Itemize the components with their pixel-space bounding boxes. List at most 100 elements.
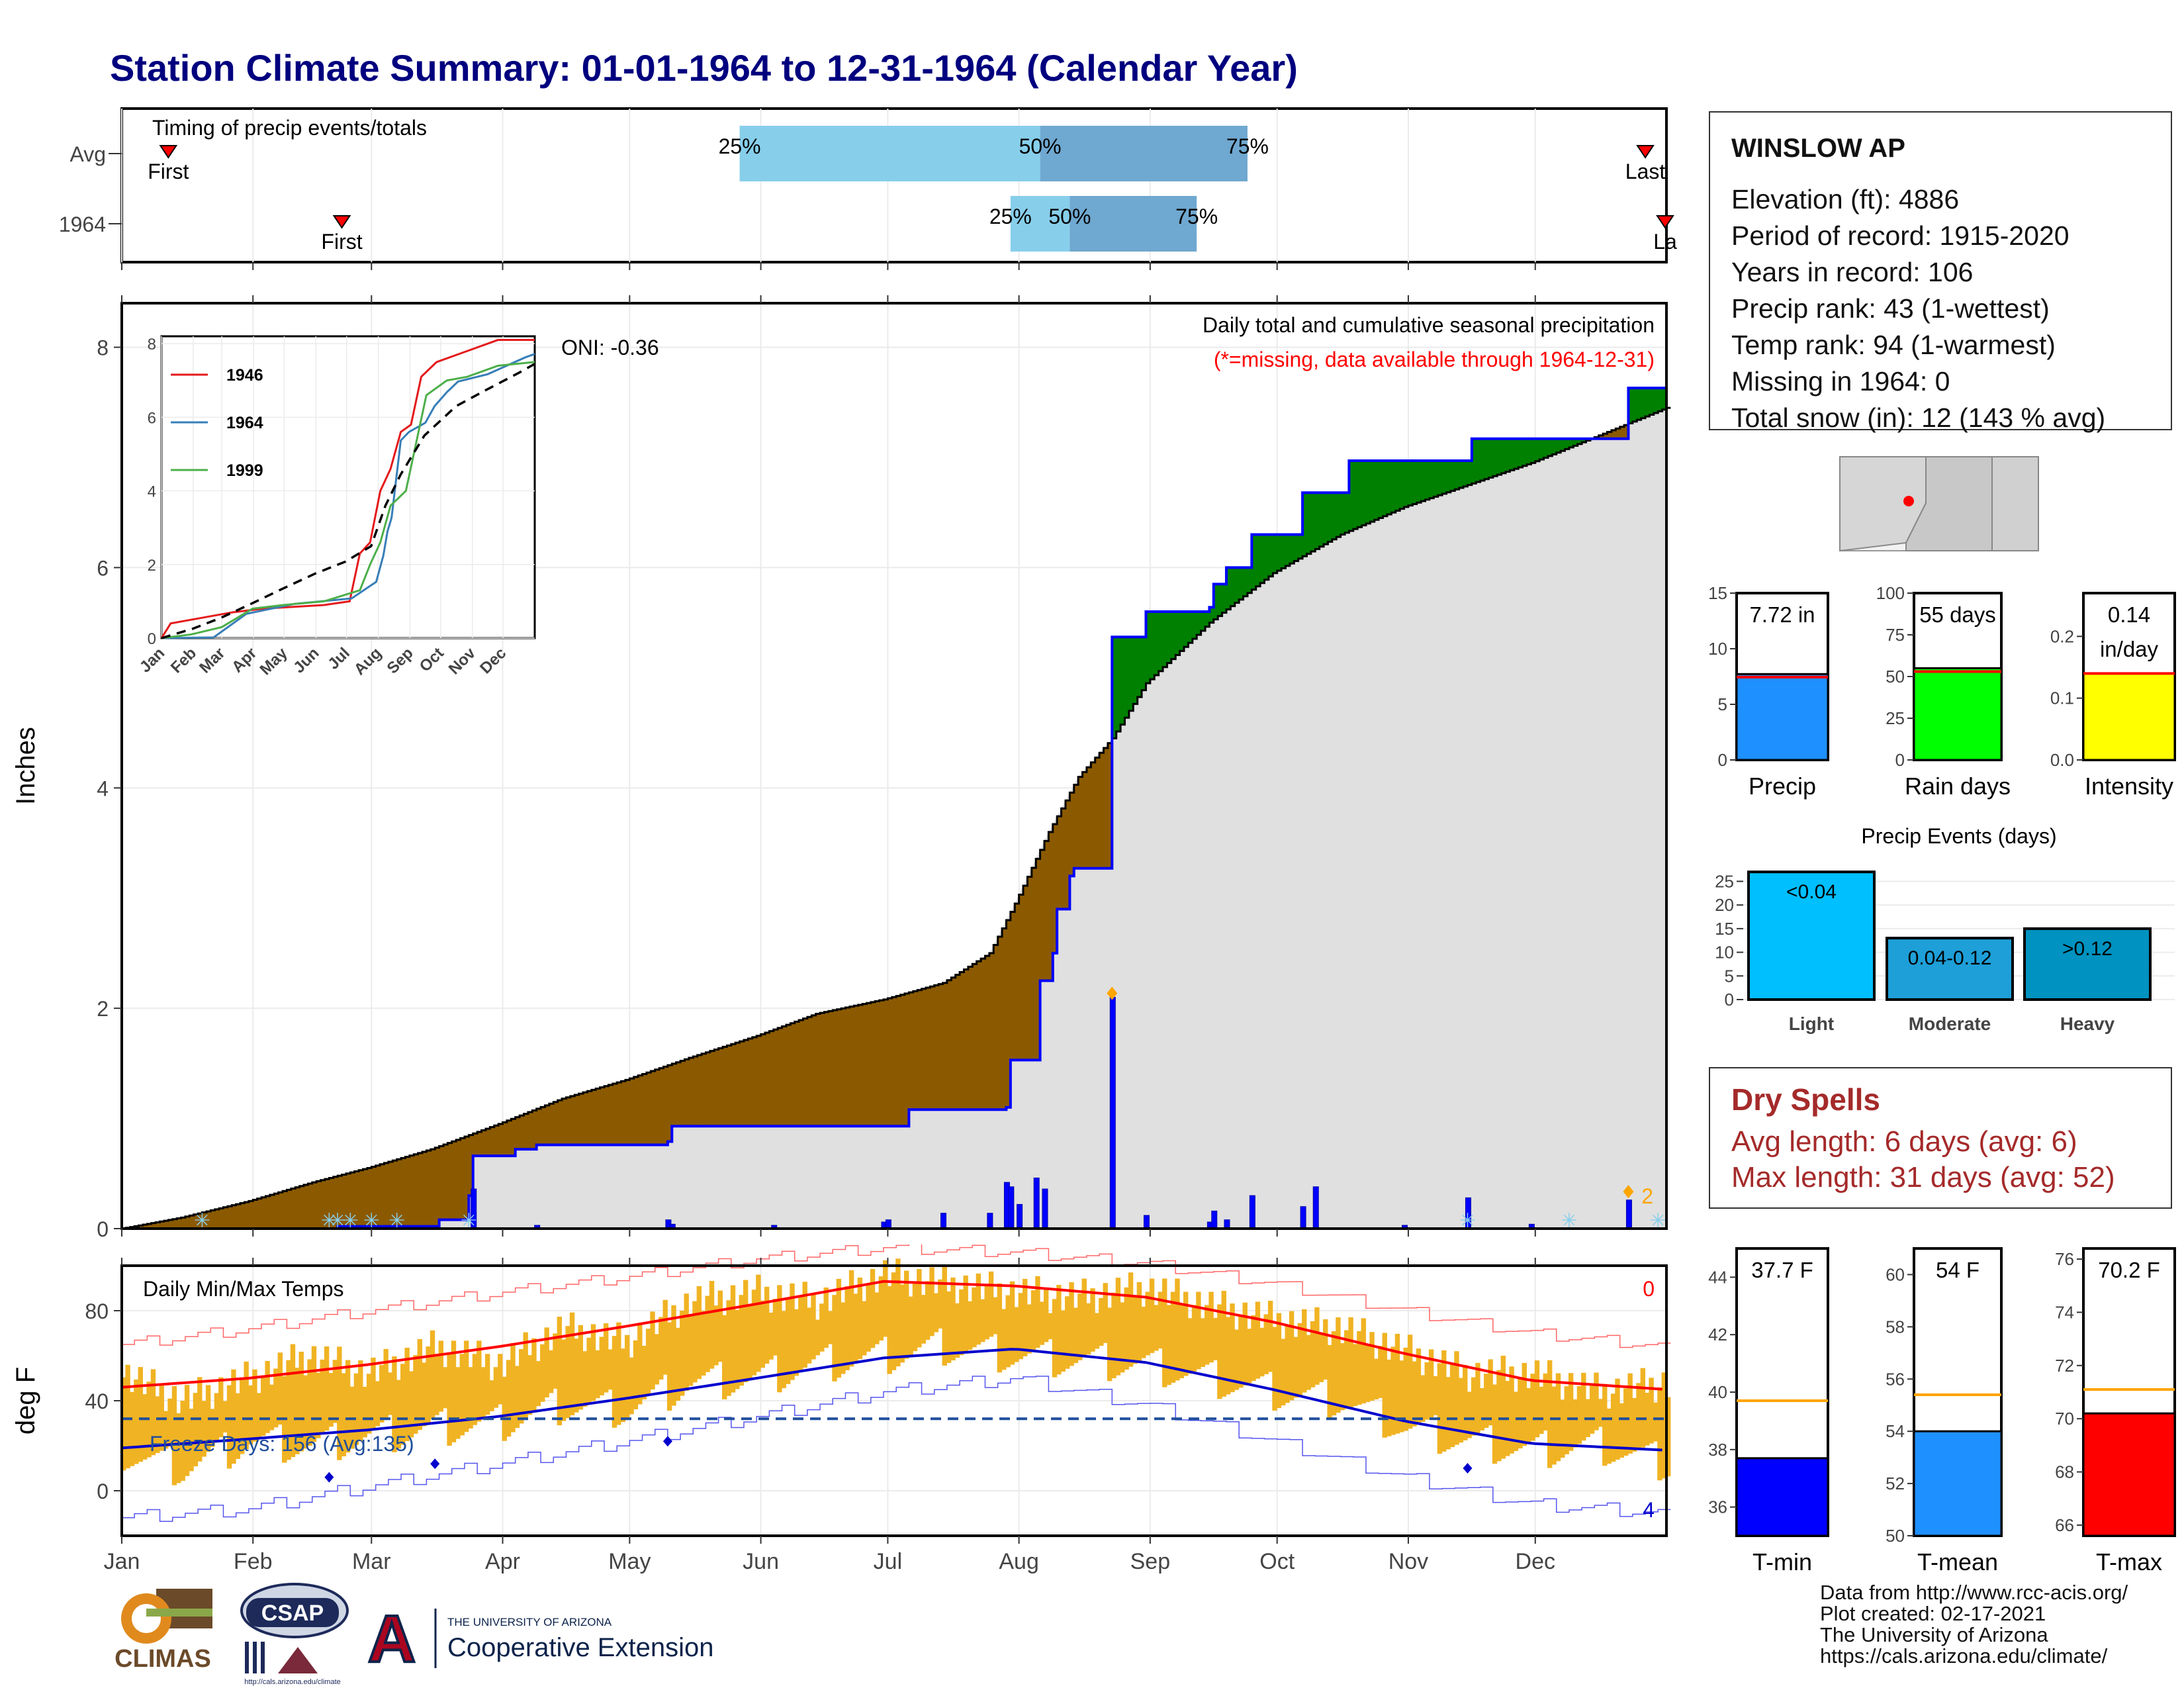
daily-temp-bar xyxy=(1222,1291,1226,1397)
summary-panel-name: Rain days xyxy=(1905,773,2011,800)
x-tick-label: Aug xyxy=(999,1549,1039,1574)
daily-temp-bar xyxy=(1539,1387,1543,1434)
summary-value-bar xyxy=(2083,673,2175,760)
cumulative-difference-fill xyxy=(574,1095,579,1145)
cumulative-difference-fill xyxy=(291,1189,296,1229)
daily-temp-bar xyxy=(1378,1346,1383,1398)
cumulative-difference-fill xyxy=(934,985,939,1109)
cumulative-difference-fill xyxy=(693,1056,698,1126)
timing-pct-label: 75% xyxy=(1175,205,1218,228)
cumulative-difference-fill xyxy=(541,1107,545,1145)
daily-temp-bar xyxy=(443,1367,447,1408)
daily-temp-bar xyxy=(752,1290,756,1375)
csap-logo-mark: CSAP http://cals.arizona.edu/climate xyxy=(232,1581,351,1687)
cumulative-difference-fill xyxy=(710,1051,715,1127)
cumulative-difference-fill xyxy=(638,1076,643,1145)
daily-temp-bar xyxy=(527,1355,532,1415)
daily-temp-bar xyxy=(874,1292,879,1344)
cumulative-difference-fill xyxy=(820,1013,825,1126)
daily-temp-bar xyxy=(1077,1293,1082,1360)
cumulative-difference-fill xyxy=(1502,439,1506,473)
daily-temp-bar xyxy=(549,1350,553,1393)
daily-temp-bar xyxy=(1026,1304,1031,1353)
cumulative-difference-fill xyxy=(1421,461,1426,501)
daily-temp-bar xyxy=(1340,1343,1345,1410)
daily-temp-bar xyxy=(1526,1388,1531,1443)
cumulative-difference-fill xyxy=(1654,388,1659,413)
csap-url: http://cals.arizona.edu/climate xyxy=(244,1678,341,1686)
cumulative-difference-fill xyxy=(1387,461,1392,514)
cumulative-difference-fill xyxy=(1408,461,1413,506)
cumulative-difference-fill xyxy=(1523,439,1527,466)
daily-temp-bar xyxy=(1268,1301,1273,1372)
daily-temp-bar xyxy=(312,1346,316,1442)
cumulative-difference-fill xyxy=(850,1007,854,1127)
daily-temp-bar xyxy=(451,1340,456,1442)
daily-temp-bar xyxy=(642,1346,647,1399)
y-tick-label: 44 xyxy=(1708,1267,1727,1287)
ua-line1: THE UNIVERSITY OF ARIZONA xyxy=(447,1616,612,1628)
daily-temp-bar xyxy=(1044,1288,1048,1342)
record-low-count: 4 xyxy=(1643,1498,1655,1522)
daily-temp-bar xyxy=(430,1331,435,1419)
daily-temp-bar xyxy=(697,1286,702,1379)
station-temp-rank: Temp rank: 94 (1-warmest) xyxy=(1731,330,2056,361)
cumulative-difference-fill xyxy=(841,1008,846,1126)
daily-temp-bar xyxy=(1277,1313,1281,1408)
daily-temp-bar xyxy=(904,1271,909,1359)
summary-value-label: in/day xyxy=(2100,637,2159,661)
daily-temp-bar xyxy=(1137,1282,1142,1361)
dry-spells-header: Dry Spells xyxy=(1731,1082,1880,1117)
cumulative-difference-fill xyxy=(1032,868,1036,1060)
cumulative-difference-fill xyxy=(537,1109,541,1145)
oni-label: ONI: -0.36 xyxy=(561,336,659,359)
daily-temp-bar xyxy=(222,1401,227,1432)
cumulative-difference-fill xyxy=(507,1121,512,1156)
cumulative-difference-fill xyxy=(833,1010,837,1126)
cumulative-difference-fill xyxy=(977,961,981,1109)
cumulative-difference-fill xyxy=(1391,461,1396,512)
cumulative-difference-fill xyxy=(1120,637,1125,724)
daily-temp-bar xyxy=(870,1269,875,1348)
daily-temp-bar xyxy=(600,1337,604,1395)
y-tick-label: 10 xyxy=(1715,943,1734,962)
cumulative-difference-fill xyxy=(1476,439,1480,482)
daily-temp-bar xyxy=(1031,1290,1036,1350)
daily-temp-bar xyxy=(1255,1301,1260,1378)
summary-panel-name: Precip xyxy=(1749,773,1816,800)
daily-temp-bar xyxy=(1623,1388,1628,1456)
cumulative-difference-fill xyxy=(1645,388,1650,416)
x-tick-label: Mar xyxy=(352,1549,391,1574)
cumulative-difference-fill xyxy=(270,1195,275,1229)
daily-temp-bar xyxy=(1154,1305,1158,1350)
station-location-dot xyxy=(1903,496,1914,506)
cumulative-difference-fill xyxy=(1163,612,1167,667)
daily-temp-bar xyxy=(1632,1398,1637,1452)
daily-temp-bar xyxy=(1492,1385,1497,1464)
cumulative-difference-fill xyxy=(1218,584,1222,616)
y-tick-label: 5 xyxy=(1718,694,1727,714)
summary-panel-name: T-max xyxy=(2096,1548,2162,1575)
cumulative-difference-fill xyxy=(1467,461,1472,485)
daily-temp-bar xyxy=(705,1296,709,1372)
cumulative-difference-fill xyxy=(951,978,956,1110)
cumulative-difference-fill xyxy=(439,1146,444,1219)
cumulative-difference-fill xyxy=(972,964,977,1109)
daily-temp-bar xyxy=(1496,1370,1501,1462)
precip-event-category: Moderate xyxy=(1909,1013,1991,1034)
daily-temp-bar xyxy=(621,1348,625,1422)
x-tick-label: Feb xyxy=(234,1549,273,1574)
daily-temp-bar xyxy=(942,1266,947,1366)
cumulative-difference-fill xyxy=(1015,904,1019,1060)
daily-temp-bar xyxy=(900,1284,905,1362)
y-tick-label: 80 xyxy=(85,1299,109,1323)
precip-events-title: Precip Events (days) xyxy=(1861,824,2056,848)
location-map xyxy=(1840,457,2038,551)
daily-temp-bar xyxy=(989,1272,993,1337)
daily-temp-bar xyxy=(1602,1384,1607,1466)
cumulative-difference-fill xyxy=(1336,493,1341,537)
cumulative-difference-fill xyxy=(219,1208,224,1229)
cumulative-difference-fill xyxy=(608,1085,613,1145)
daily-temp-bar xyxy=(574,1338,578,1413)
daily-temp-bar xyxy=(1196,1291,1201,1369)
